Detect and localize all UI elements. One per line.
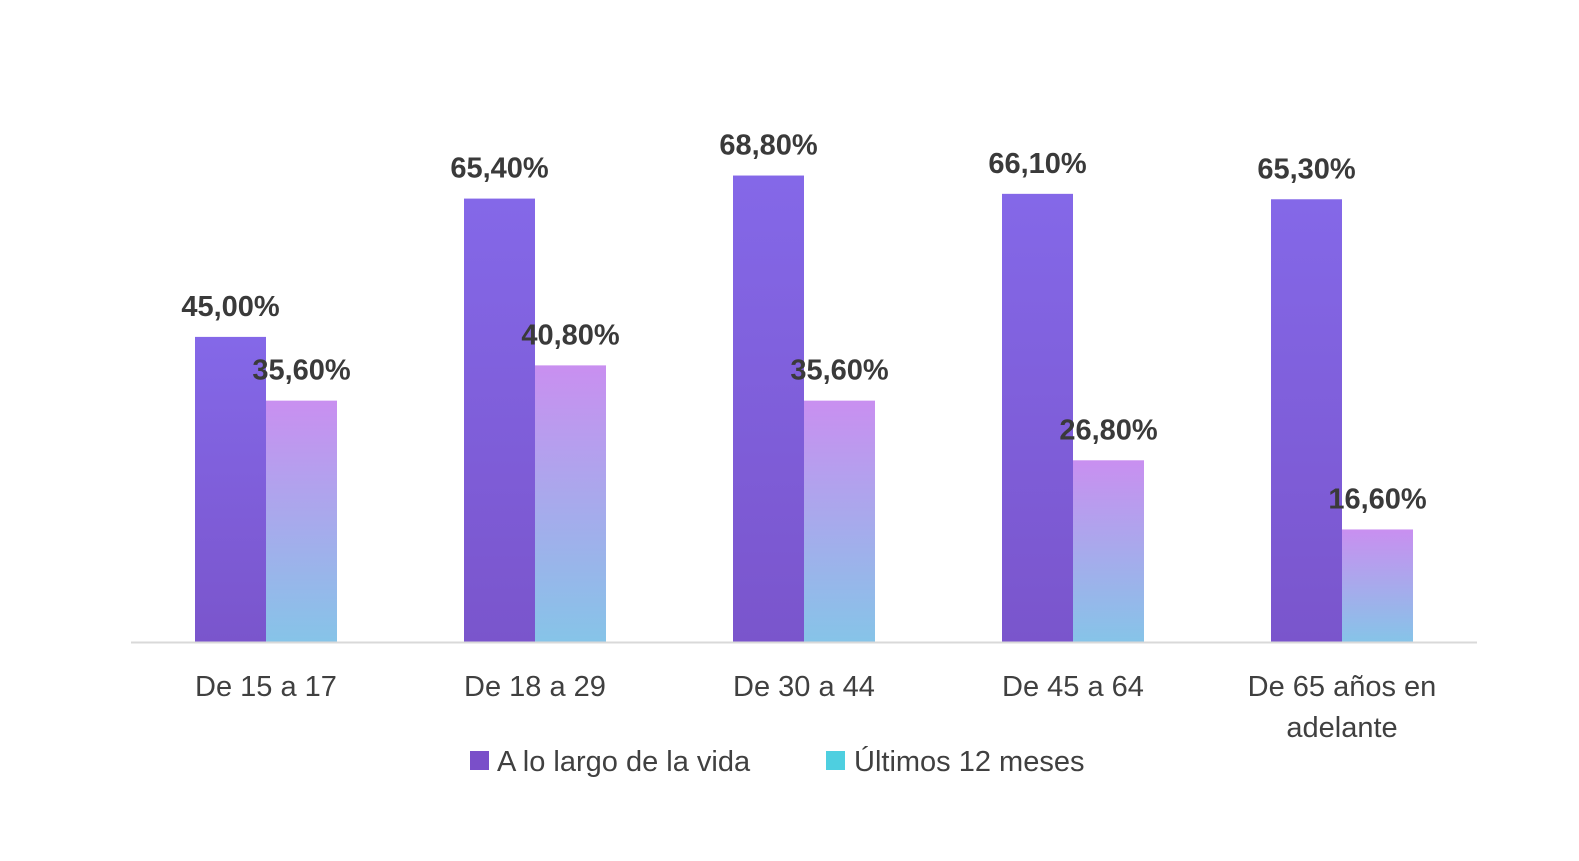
category-label-4-line-0: De 65 años en [1248, 671, 1437, 703]
legend: A lo largo de la vida Últimos 12 meses [470, 745, 1084, 778]
data-labels-layer: 45,00% 35,60% 65,40% 40,80% 68,80% 35,60% 66,1… [181, 130, 1427, 516]
data-label-last-12-months-4: 16,60% [1328, 483, 1427, 515]
bar-lifetime-0 [195, 336, 266, 642]
data-label-lifetime-3: 66,10% [988, 148, 1087, 180]
bar-last-12-months-3 [1073, 460, 1144, 642]
bar-lifetime-2 [733, 175, 804, 642]
category-label-0: De 15 a 17 [195, 671, 337, 703]
category-labels-layer: De 15 a 17 De 18 a 29 De 30 a 44 De 45 a 64… [195, 671, 1436, 744]
category-label-3: De 45 a 64 [1002, 671, 1144, 703]
category-label-2: De 30 a 44 [733, 671, 875, 703]
bar-lifetime-3 [1002, 193, 1073, 643]
data-label-lifetime-2: 68,80% [719, 130, 818, 162]
data-label-lifetime-1: 65,40% [450, 153, 549, 185]
category-label-1: De 18 a 29 [464, 671, 606, 703]
data-label-last-12-months-0: 35,60% [252, 355, 351, 387]
data-label-lifetime-4: 65,30% [1257, 153, 1356, 185]
data-label-last-12-months-1: 40,80% [521, 319, 620, 351]
legend-swatch-lifetime [470, 751, 489, 770]
bar-last-12-months-2 [804, 400, 875, 642]
data-label-last-12-months-3: 26,80% [1059, 414, 1158, 446]
bar-lifetime-1 [464, 198, 535, 642]
data-label-lifetime-0: 45,00% [181, 291, 280, 323]
data-label-last-12-months-2: 35,60% [790, 355, 889, 387]
bar-last-12-months-4 [1342, 529, 1413, 642]
category-label-4-line-1: adelante [1286, 712, 1397, 744]
legend-swatch-last-12-months [826, 751, 845, 770]
legend-label-lifetime: A lo largo de la vida [497, 746, 751, 778]
bar-last-12-months-1 [535, 365, 606, 642]
bar-lifetime-4 [1271, 199, 1342, 643]
legend-label-last-12-months: Últimos 12 meses [854, 745, 1084, 778]
bar-last-12-months-0 [266, 400, 337, 642]
bars-layer [195, 175, 1413, 643]
